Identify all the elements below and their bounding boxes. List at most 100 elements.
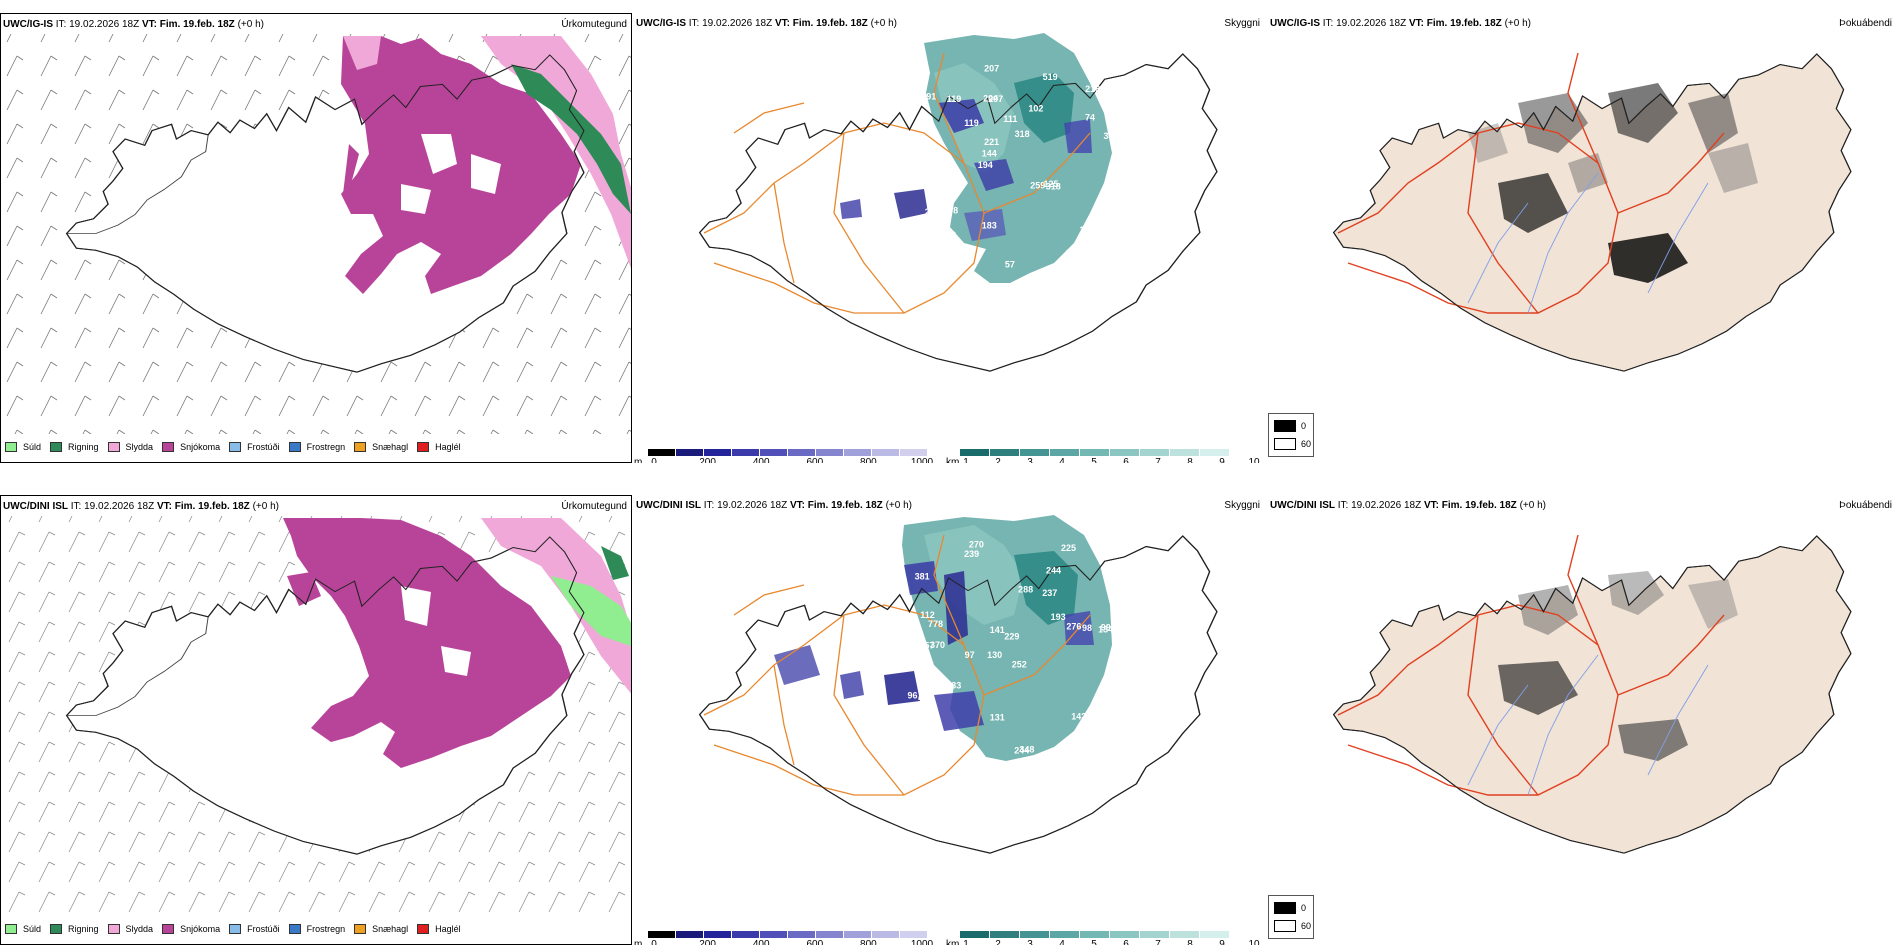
cloud-base-label: 130 [987, 650, 1002, 660]
cloud-base-label: 111 [1003, 114, 1017, 124]
scale-tick-label: 9 [1219, 457, 1225, 463]
cloud-base-label: 119 [947, 94, 962, 104]
legend-item: Súld [5, 442, 41, 452]
scale-tick-label: 2 [995, 939, 1001, 945]
cloud-base-scale: m 0 200 400 600 800 1000 [634, 449, 934, 463]
panel-header: UWC/DINI ISL IT: 19.02.2026 18Z VT: Fim.… [1270, 500, 1546, 511]
legend-label: Slydda [125, 442, 154, 452]
cloud-base-label: 276 [1066, 622, 1081, 632]
legend-swatch [417, 924, 430, 934]
cloud-base-label: 119 [964, 118, 979, 128]
legend-label: Snæhagl [372, 924, 409, 934]
legend-item: Frostregn [288, 442, 346, 452]
visibility-scale: km 1 2 3 4 5 6 7 8 9 10 [946, 449, 1266, 463]
cloud-base-label: 330 [1104, 131, 1119, 141]
legend-label: Frostregn [306, 442, 346, 452]
legend-swatch [229, 442, 242, 452]
scale-segment [1080, 449, 1110, 456]
cloud-base-label: 204 [983, 93, 998, 103]
cloud-base-label: 99 [1101, 623, 1111, 633]
legend-item: Snæhagl [354, 924, 408, 934]
legend-label: Haglél [435, 924, 461, 934]
legend-swatch [288, 924, 301, 934]
cloud-base-label: 149 [916, 654, 931, 664]
scale-segment [1170, 931, 1200, 938]
cloud-base-label: 519 [1043, 72, 1058, 82]
snow-area [283, 518, 571, 768]
scale-segment [1080, 931, 1110, 938]
fog-panel-bottom: UWC/DINI ISL IT: 19.02.2026 18Z VT: Fim.… [1268, 495, 1900, 895]
panel-title: Skyggni [1224, 500, 1260, 511]
fog-panel-top: UWC/IG-IS IT: 19.02.2026 18Z VT: Fim. 19… [1268, 13, 1900, 413]
cloud-base-label: 98 [1082, 623, 1092, 633]
scale-tick-label: 2 [995, 457, 1001, 463]
legend-item: Haglél [417, 924, 461, 934]
scale-tick-label: 4 [1059, 457, 1065, 463]
cloud-base-label: 225 [1061, 543, 1076, 553]
cloud-base-label: 55 [918, 695, 928, 705]
scale-tick-label: 6 [1123, 457, 1129, 463]
cloud-base-label: 370 [930, 640, 945, 650]
cloud-base-label: 141 [990, 625, 1005, 635]
scale-segment [816, 931, 844, 938]
scale-segment [788, 931, 816, 938]
scale-segment [1020, 449, 1050, 456]
cloud-base-label: 239 [964, 549, 979, 559]
legend-item: Súld [5, 924, 41, 934]
scale-tick-label: 8 [1187, 939, 1193, 945]
cloud-base-label: 288 [1018, 585, 1033, 595]
scale-segment [1230, 449, 1260, 456]
scale-tick-label: 7 [1155, 939, 1161, 945]
legend-swatch [354, 442, 367, 452]
scale-tick-label: 5 [1091, 939, 1097, 945]
scale-segment [816, 449, 844, 456]
cloud-base-label: 267 [1066, 248, 1081, 258]
legend-swatch [5, 442, 17, 452]
legend-label: Frostúði [247, 442, 280, 452]
cloud-base-label: 207 [984, 63, 999, 73]
cloud-base-label: 778 [928, 619, 943, 629]
legend-swatch [107, 924, 120, 934]
legend-item: Frostregn [288, 924, 345, 934]
scale-segment [900, 931, 928, 938]
scale-tick-label: 10 [1248, 939, 1260, 945]
legend-swatch [288, 442, 301, 452]
scale-segment [788, 449, 816, 456]
fog-legend-top: 0 60 [1268, 413, 1314, 457]
cloud-panel-bottom: UWC/DINI ISL IT: 19.02.2026 18Z VT: Fim.… [634, 495, 1266, 945]
scale-segment [760, 449, 788, 456]
panel-title: Úrkomutegund [561, 19, 627, 30]
cloud-base-label: 340 [921, 736, 936, 746]
scale-tick-label: 200 [699, 939, 716, 945]
cloud-base-label: 252 [1012, 659, 1027, 669]
scale-unit: km [946, 457, 960, 463]
scale-tick-label: 8 [1187, 457, 1193, 463]
cloud-map: 850 24 218 194 102 248 204 111 221 119 115 110 297 31… [698, 33, 1218, 372]
legend-label: Rigning [68, 924, 99, 934]
scale-tick-label: 1000 [910, 939, 934, 945]
scale-segment [990, 931, 1020, 938]
scale-unit: km [946, 939, 960, 945]
scale-tick-label: 4 [1059, 939, 1065, 945]
scale-segment [1140, 449, 1170, 456]
fog-map [1333, 534, 1852, 854]
cloud-base-label: 115 [910, 239, 925, 249]
scale-tick-label: 3 [1027, 939, 1033, 945]
legend-item: Slydda [107, 442, 154, 452]
cloud-base-label: 297 [988, 94, 1003, 104]
legend-swatch [50, 442, 63, 452]
scale-tick-label: 600 [806, 939, 824, 945]
cloud-base-label: 102 [1028, 104, 1043, 114]
precip-type-map [1, 34, 631, 434]
scale-segment [872, 449, 900, 456]
scale-tick-label: 0 [651, 457, 657, 463]
scale-segment [1110, 449, 1140, 456]
cloud-base-label: 97 [965, 650, 975, 660]
cloud-map: 270 244 134 130 252 370 381 237 149 288 229 340 239 9… [698, 515, 1218, 854]
cloud-panel-top: UWC/IG-IS IT: 19.02.2026 18Z VT: Fim. 19… [634, 13, 1266, 463]
cloud-base-label: 270 [969, 540, 984, 550]
cloud-base-label: 348 [1019, 745, 1034, 755]
precip-type-panel-bottom: UWC/DINI ISL IT: 19.02.2026 18Z VT: Fim.… [0, 495, 632, 945]
snow-area [341, 36, 581, 294]
scale-tick-label: 7 [1155, 457, 1161, 463]
